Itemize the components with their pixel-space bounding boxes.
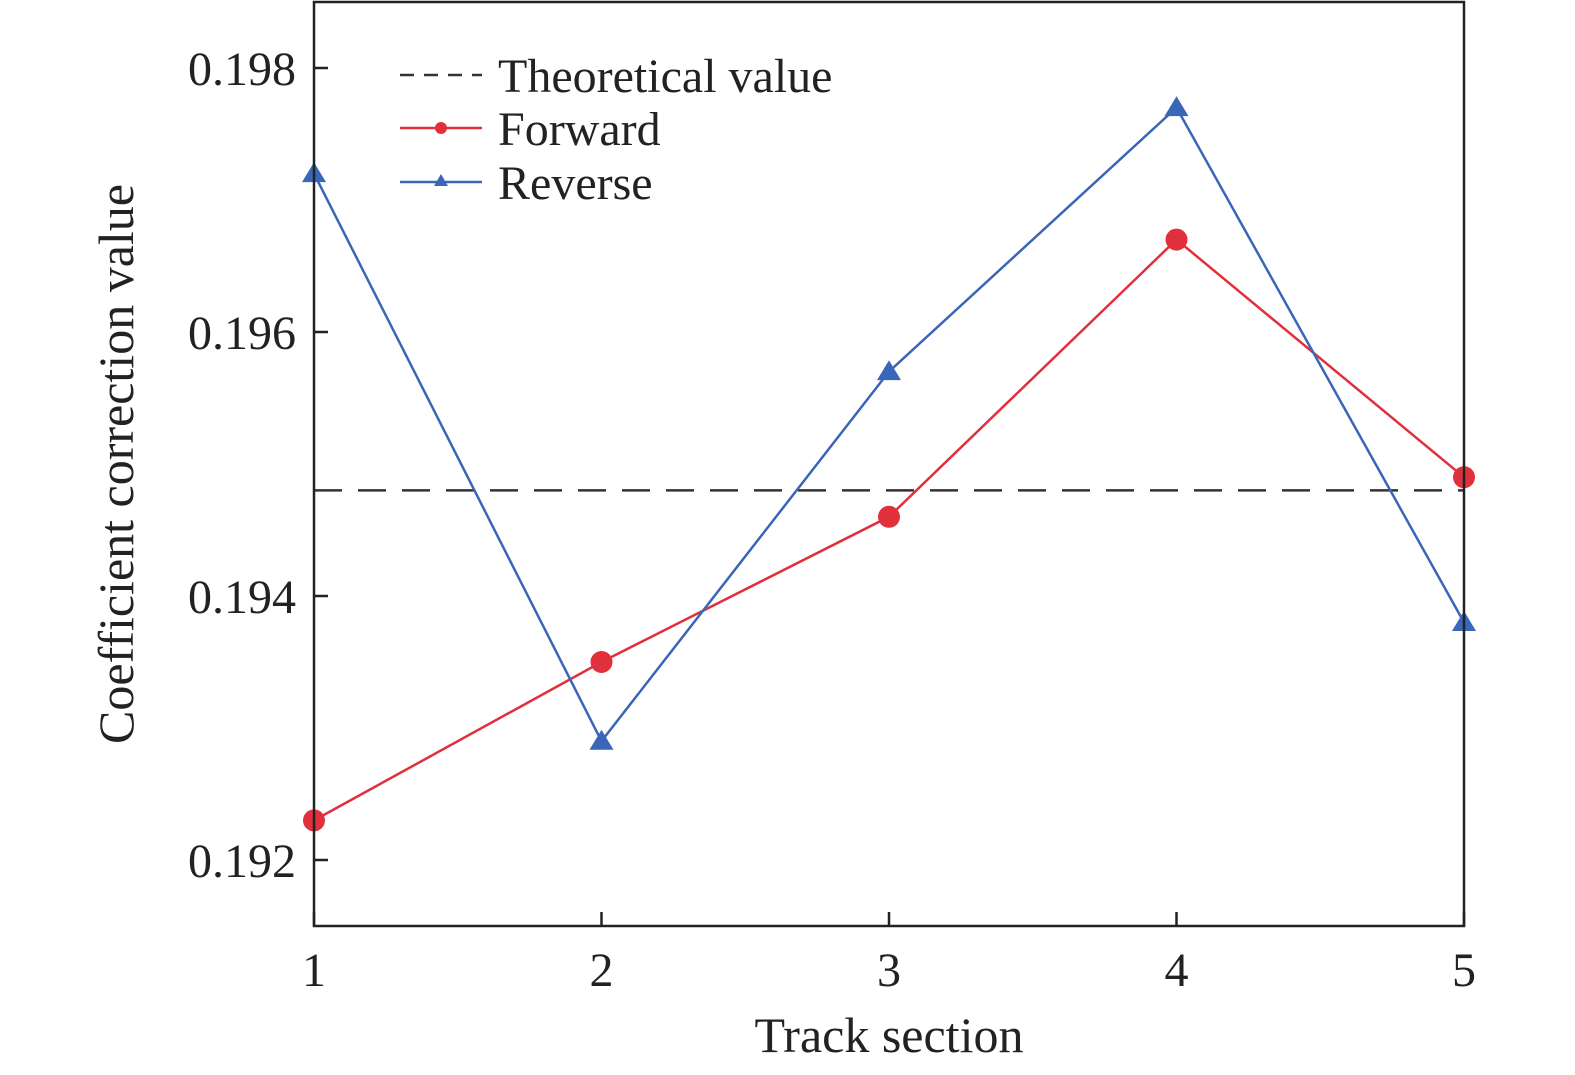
x-tick-label: 4: [1165, 944, 1189, 997]
data-point-reverse: [877, 360, 901, 381]
y-tick-label: 0.198: [188, 43, 296, 96]
data-point-forward: [878, 505, 900, 528]
x-tick-label: 2: [590, 944, 614, 997]
plot-frame: [312, 0, 1466, 928]
y-tick-label: 0.192: [188, 835, 296, 888]
data-point-reverse: [589, 729, 614, 750]
x-tick-label: 5: [1452, 944, 1476, 997]
legend-forward-label: Forward: [498, 103, 661, 156]
y-tick-label: 0.194: [188, 571, 296, 624]
x-axis-label: Track section: [755, 1007, 1024, 1063]
legend-reverse-label: Reverse: [498, 157, 653, 210]
y-axis: 0.192 0.194 0.196 0.198: [188, 43, 328, 888]
data-point-forward: [1165, 228, 1188, 251]
data-point-reverse: [1164, 96, 1189, 117]
legend-reverse-marker: [434, 174, 448, 186]
x-tick-label: 3: [877, 944, 901, 997]
y-tick-label: 0.196: [188, 307, 296, 360]
plot-area: [302, 96, 1476, 832]
legend: Theoretical value Forward Reverse: [400, 50, 832, 210]
legend-theoretical-label: Theoretical value: [498, 50, 832, 103]
x-tick-label: 1: [302, 944, 326, 997]
legend-forward-marker: [435, 122, 447, 134]
data-point-forward: [590, 651, 613, 673]
y-axis-label: Coefficient correction value: [88, 184, 144, 744]
series-line-reverse: [312, 105, 1466, 744]
series-line-forward: [313, 237, 1465, 822]
x-axis: 1 2 3 4 5: [302, 912, 1476, 997]
